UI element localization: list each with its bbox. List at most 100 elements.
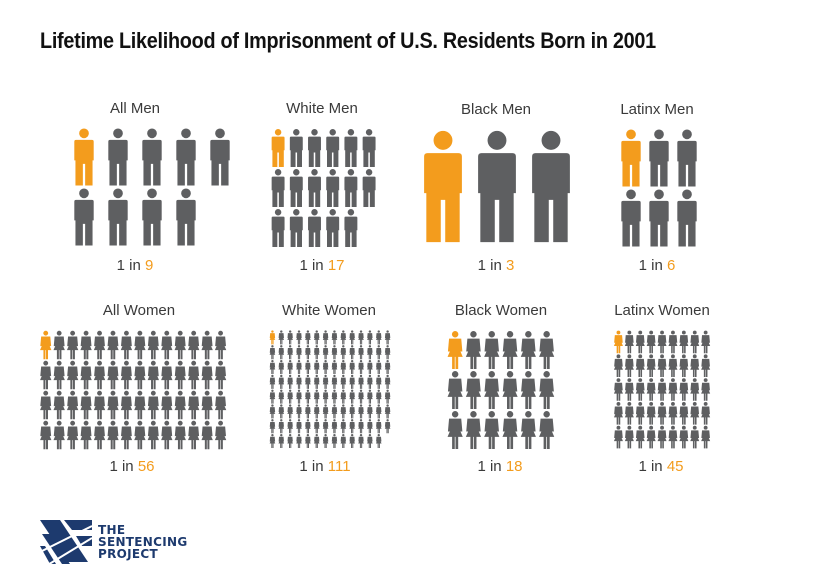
woman-figure-icon (269, 389, 276, 404)
woman-figure-icon (635, 401, 645, 425)
woman-figure-icon (287, 404, 293, 419)
woman-figure-icon (668, 354, 678, 378)
woman-figure-icon (340, 389, 347, 404)
woman-figure-icon (690, 330, 700, 354)
woman-figure-icon (668, 425, 678, 449)
woman-figure-icon (134, 330, 146, 360)
woman-figure-icon (161, 330, 173, 360)
woman-figure-icon (305, 359, 311, 375)
woman-figure-icon (340, 419, 347, 434)
woman-figure-icon (367, 374, 373, 389)
man-figure-icon (532, 130, 570, 243)
woman-figure-icon (375, 433, 382, 449)
woman-figure-icon (66, 360, 79, 390)
ratio-value: 3 (506, 257, 515, 274)
logo-line-sentencing: SENTENCING (98, 535, 188, 549)
panel-label-all-men: All Men (109, 100, 161, 117)
woman-figure-icon (201, 420, 213, 450)
woman-figure-icon (296, 374, 302, 389)
woman-figure-icon (269, 330, 276, 345)
woman-figure-icon (465, 331, 482, 369)
woman-figure-icon (278, 330, 285, 345)
woman-figure-icon (269, 404, 276, 419)
woman-figure-icon (340, 330, 347, 345)
woman-figure-icon (367, 345, 373, 360)
ratio-value: 111 (327, 458, 351, 475)
woman-figure-icon (358, 419, 364, 434)
woman-figure-icon (331, 330, 338, 345)
woman-figure-icon (646, 425, 656, 449)
woman-figure-icon (201, 330, 213, 360)
chart-title: Lifetime Likelihood of Imprisonment of U… (40, 28, 656, 53)
woman-figure-icon (161, 390, 173, 420)
woman-figure-icon (340, 359, 347, 375)
woman-figure-icon (214, 390, 227, 420)
woman-figure-icon (53, 360, 65, 390)
woman-figure-icon (80, 360, 92, 390)
woman-figure-icon (690, 354, 700, 378)
woman-figure-icon (40, 420, 52, 450)
man-figure-icon (649, 189, 669, 247)
woman-figure-icon (657, 401, 667, 425)
man-figure-icon (271, 169, 285, 207)
pictograph-latinx-men (621, 129, 697, 247)
woman-figure-icon (539, 371, 555, 409)
woman-figure-icon (668, 401, 678, 425)
woman-figure-icon (375, 345, 382, 360)
woman-figure-icon (358, 345, 364, 360)
woman-figure-icon (187, 420, 200, 450)
woman-figure-icon (340, 404, 347, 419)
woman-figure-icon (287, 389, 293, 404)
woman-figure-icon (322, 419, 329, 434)
woman-figure-icon (80, 330, 92, 360)
woman-figure-icon (322, 330, 329, 345)
woman-figure-icon (613, 378, 623, 401)
panel-label-latinx-women: Latinx Women (614, 302, 710, 319)
woman-figure-icon (278, 374, 285, 389)
woman-figure-icon (349, 374, 355, 389)
woman-figure-icon (375, 419, 382, 434)
woman-figure-icon (331, 433, 338, 449)
man-figure-icon (621, 129, 641, 187)
woman-figure-icon (349, 419, 355, 434)
woman-figure-icon (174, 330, 186, 360)
woman-figure-icon (296, 345, 302, 360)
man-figure-icon (289, 129, 303, 167)
woman-figure-icon (690, 401, 700, 425)
ratio-black-women: 1 in 18 (405, 458, 595, 475)
woman-figure-icon (120, 360, 133, 390)
woman-figure-icon (313, 359, 320, 375)
woman-figure-icon (375, 389, 382, 404)
woman-figure-icon (53, 390, 65, 420)
woman-figure-icon (701, 378, 711, 401)
woman-figure-icon (287, 374, 293, 389)
ratio-value: 17 (327, 257, 345, 274)
ratio-value: 45 (666, 458, 684, 475)
woman-figure-icon (358, 374, 364, 389)
woman-figure-icon (322, 359, 329, 375)
woman-figure-icon (134, 360, 146, 390)
woman-figure-icon (520, 331, 536, 369)
man-figure-icon (326, 209, 340, 247)
woman-figure-icon (624, 354, 634, 378)
logo-line-project: PROJECT (98, 547, 158, 561)
man-figure-icon (176, 128, 196, 186)
woman-figure-icon (701, 401, 711, 425)
man-figure-icon (478, 130, 516, 243)
woman-figure-icon (484, 371, 500, 409)
woman-figure-icon (322, 374, 329, 389)
woman-figure-icon (269, 359, 276, 375)
man-figure-icon (74, 188, 94, 246)
woman-figure-icon (668, 378, 678, 401)
man-figure-icon (621, 189, 641, 247)
logo-wordmark: THE SENTENCING PROJECT (98, 524, 187, 560)
ratio-all-men: 1 in 9 (40, 257, 230, 274)
woman-figure-icon (520, 411, 536, 449)
woman-figure-icon (624, 330, 634, 354)
ratio-prefix: 1 in (109, 458, 138, 475)
man-figure-icon (308, 169, 321, 207)
woman-figure-icon (269, 433, 276, 449)
woman-figure-icon (214, 420, 227, 450)
panel-label-latinx-men: Latinx Men (620, 101, 694, 118)
